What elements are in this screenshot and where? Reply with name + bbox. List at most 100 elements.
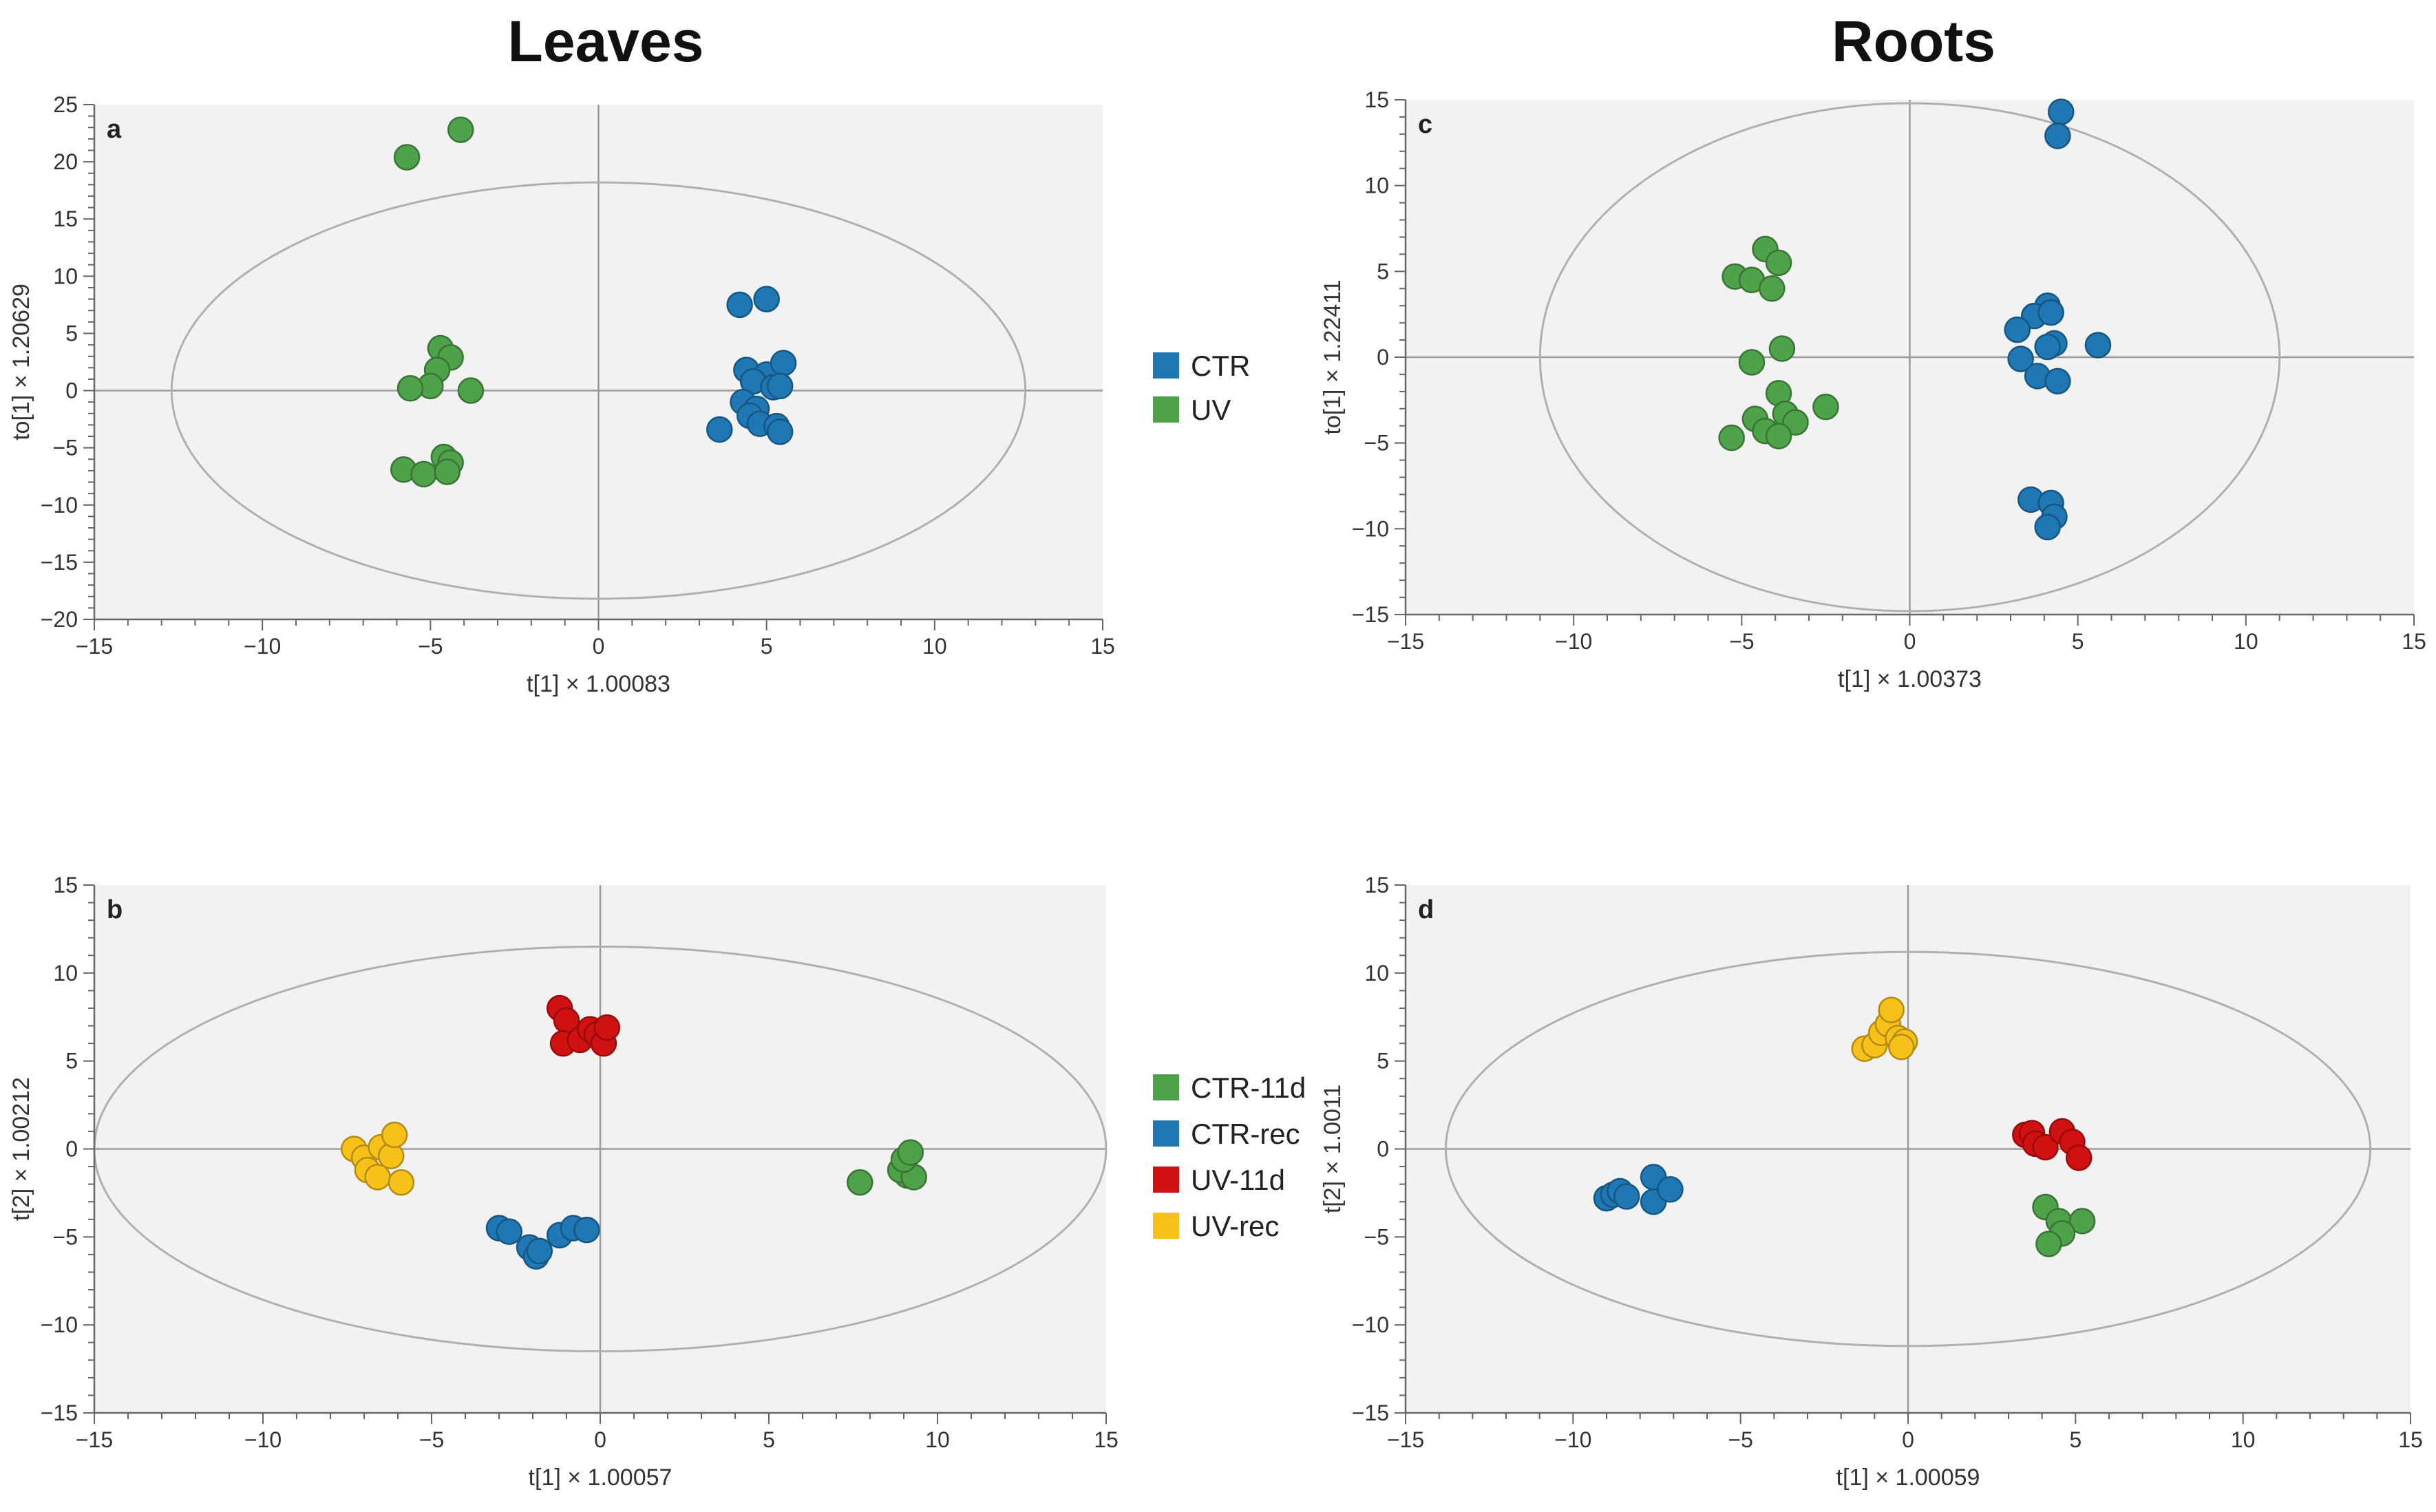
panel-d-y-axis-label: t[2] × 1.0011 <box>1320 1085 1346 1213</box>
panel-d-point-ctr-11d <box>2068 1208 2096 1235</box>
panel-c-point-uv <box>1765 249 1792 277</box>
panel-b-point-uv-11d <box>593 1014 621 1041</box>
panel-c-x-tick-label: 10 <box>2234 629 2258 654</box>
panel-c-y-axis-label: to[1] × 1.22411 <box>1320 279 1346 434</box>
panel-d-x-tick-label: −15 <box>1387 1427 1424 1452</box>
panel-b-point-uv-rec <box>388 1169 415 1196</box>
legend-top-label: CTR <box>1191 350 1250 382</box>
panel-c-point-uv <box>1765 423 1792 449</box>
panel-d-point-uv-rec <box>1878 997 1905 1023</box>
panel-a-x-tick-label: −15 <box>76 634 113 659</box>
legend-top-label: UV <box>1191 394 1231 426</box>
panel-b-letter: b <box>107 895 123 924</box>
panel-d-x-tick-label: 5 <box>2069 1427 2082 1452</box>
panel-d-x-tick-label: −5 <box>1728 1427 1752 1452</box>
panel-b-x-tick-label: 15 <box>1094 1427 1119 1452</box>
panel-d-y-tick-label: 15 <box>1364 873 1389 897</box>
panel-a-point-ctr <box>766 418 794 445</box>
panel-b-x-tick-label: −15 <box>76 1427 113 1452</box>
panel-d-letter: d <box>1418 895 1434 924</box>
panel-c-point-ctr <box>2048 98 2075 125</box>
panel-b-y-axis-label: t[2] × 1.00212 <box>8 1077 34 1221</box>
panel-c-point-ctr <box>2044 123 2071 149</box>
panel-a-x-tick-label: 0 <box>593 634 605 659</box>
panel-c-y-tick-label: −15 <box>1352 602 1389 627</box>
panel-b-point-ctr-rec <box>573 1216 600 1244</box>
panel-b-x-tick-label: 5 <box>763 1427 775 1452</box>
panel-a-point-uv <box>410 460 437 488</box>
panel-b-x-tick-label: −5 <box>419 1427 444 1452</box>
panel-d-point-uv-11d <box>2065 1144 2093 1171</box>
panel-c-point-ctr <box>2034 513 2061 541</box>
panel-b-x-axis-label: t[1] × 1.00057 <box>529 1465 672 1491</box>
panel-a-letter: a <box>107 115 122 144</box>
panel-c-point-ctr <box>2037 299 2064 326</box>
panel-a-point-ctr <box>726 291 753 319</box>
panel-d-y-tick-label: 10 <box>1364 961 1389 986</box>
panel-a-confidence-ellipse <box>170 181 1027 600</box>
panel-c-point-ctr <box>2084 332 2112 359</box>
panel-a-x-tick-label: 15 <box>1090 634 1115 659</box>
panel-c-x-tick-label: 15 <box>2402 629 2426 654</box>
panel-a-x-tick-label: 10 <box>922 634 947 659</box>
panel-a-point-uv <box>434 458 460 485</box>
panel-a-x-axis-label: t[1] × 1.00083 <box>527 671 670 697</box>
panel-a-point-ctr <box>706 416 733 443</box>
panel-c-x-tick-label: −10 <box>1555 629 1592 654</box>
panel-d-confidence-ellipse <box>1444 950 2372 1348</box>
panel-c-y-tick-label: 10 <box>1364 173 1389 198</box>
legend-bottom-label: UV-11d <box>1191 1164 1285 1196</box>
legend-bottom-swatch-ctr-rec <box>1153 1120 1179 1147</box>
panel-a-y-tick-label: 0 <box>65 379 78 403</box>
panel-c-x-tick-label: −15 <box>1387 629 1424 654</box>
legend-bottom-swatch-uv-rec <box>1153 1213 1179 1239</box>
panel-a-y-tick-label: 10 <box>53 264 78 288</box>
panel-b-point-ctr-11d <box>897 1139 924 1166</box>
panel-d-x-tick-label: 10 <box>2231 1427 2256 1452</box>
panel-d-x-tick-label: 15 <box>2398 1427 2423 1452</box>
panel-a-y-tick-label: 20 <box>53 149 78 174</box>
panel-b-point-ctr-rec <box>496 1218 522 1245</box>
panel-a-point-uv <box>457 377 485 404</box>
panel-c-x-tick-label: 5 <box>2072 629 2084 654</box>
panel-d-y-tick-label: −5 <box>1364 1224 1389 1249</box>
panel-c-point-uv <box>1768 335 1796 362</box>
legend-bottom-swatch-uv-11d <box>1153 1167 1179 1193</box>
legend-top-swatch-uv <box>1153 396 1179 423</box>
panel-b-y-tick-label: −10 <box>41 1312 78 1337</box>
panel-c-y-tick-label: 5 <box>1377 259 1389 284</box>
panel-b-point-ctr-rec <box>526 1237 553 1265</box>
panel-c-point-uv <box>1738 349 1766 376</box>
panel-c-point-ctr <box>2004 316 2031 343</box>
panel-b-point-uv-rec <box>364 1164 391 1191</box>
panel-c-y-tick-label: −10 <box>1352 516 1389 541</box>
panel-a-y-axis-label: to[1] × 1.20629 <box>8 284 34 440</box>
panel-b-y-tick-label: 15 <box>53 873 78 897</box>
panel-d-x-tick-label: 0 <box>1902 1427 1914 1452</box>
panel-a-x-tick-label: −5 <box>418 634 443 659</box>
panel-a-x-tick-label: −10 <box>244 634 281 659</box>
legend-bottom-label: CTR-11d <box>1191 1072 1306 1104</box>
panel-d-point-ctr-rec <box>1613 1183 1640 1210</box>
panel-c-y-tick-label: 0 <box>1377 345 1389 370</box>
legend-bottom-label: CTR-rec <box>1191 1118 1300 1150</box>
panel-b-x-tick-label: 0 <box>594 1427 606 1452</box>
panel-a-x-tick-label: 5 <box>761 634 773 659</box>
panel-a-y-tick-label: −5 <box>53 436 78 460</box>
panel-c-y-tick-label: 15 <box>1364 87 1389 112</box>
panel-d-y-tick-label: −10 <box>1352 1312 1389 1337</box>
panel-a-y-tick-label: 5 <box>65 321 78 345</box>
panel-b-y-tick-label: 0 <box>65 1137 78 1162</box>
panel-c-confidence-ellipse <box>1538 102 2281 613</box>
panel-b-y-tick-label: −5 <box>53 1224 78 1249</box>
panel-a-point-ctr <box>770 350 797 376</box>
panel-c-point-ctr <box>2034 333 2061 361</box>
panel-b-y-tick-label: −15 <box>41 1401 78 1425</box>
panel-c-x-axis-label: t[1] × 1.00373 <box>1838 666 1982 692</box>
panel-a-y-tick-label: −20 <box>41 607 78 632</box>
panel-d-x-axis-label: t[1] × 1.00059 <box>1836 1465 1980 1491</box>
panel-a-y-tick-label: −10 <box>41 493 78 518</box>
panel-a-y-tick-label: −15 <box>41 550 78 575</box>
panel-b-point-uv-rec <box>381 1121 408 1149</box>
